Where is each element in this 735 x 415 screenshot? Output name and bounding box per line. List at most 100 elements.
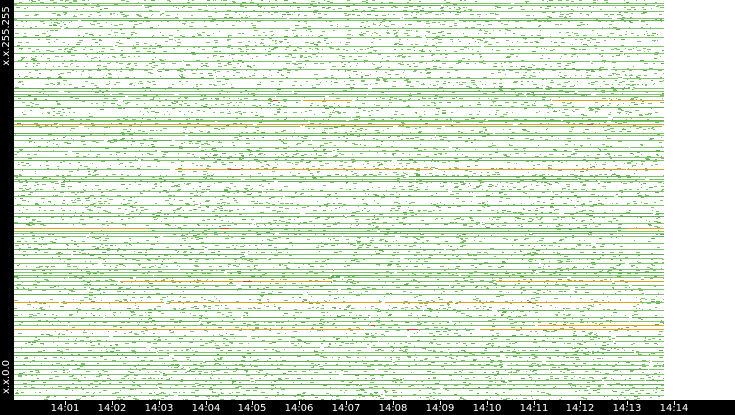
heatmap-cell [462,241,466,242]
heatmap-cell [255,156,256,157]
heatmap-cell [288,234,289,235]
heatmap-cell [337,222,340,223]
heatmap-cell [313,148,314,149]
heatmap-cell [605,198,607,199]
heatmap-cell [582,168,584,169]
heatmap-cell [471,118,475,119]
heatmap-cell [654,221,658,222]
heatmap-cell [459,84,463,85]
heatmap-cell [14,176,151,177]
heatmap-cell [282,211,283,212]
heatmap-cell [559,225,563,226]
heatmap-cell [587,266,588,267]
heatmap-cell [125,119,128,120]
heatmap-cell [535,101,536,102]
heatmap-cell [189,143,191,144]
heatmap-row [23,234,664,235]
heatmap-cell [70,64,71,65]
heatmap-cell [89,116,93,117]
heatmap-cell [541,182,543,183]
heatmap-cell [654,54,658,55]
heatmap-cell [153,217,156,218]
heatmap-cell [357,242,360,243]
heatmap-cell [149,10,152,11]
heatmap-cell [364,167,366,168]
heatmap-cell [194,195,198,196]
heatmap-cell [531,255,534,256]
heatmap-cell [413,162,417,163]
heatmap-cell [248,41,250,42]
heatmap-cell [625,111,629,112]
heatmap-cell [530,139,534,140]
heatmap-cell [630,99,634,100]
heatmap-cell [14,61,182,62]
heatmap-cell [488,186,492,187]
heatmap-cell [596,19,598,20]
heatmap-cell [567,175,568,176]
heatmap-cell [473,173,476,174]
heatmap-cell [104,134,105,135]
heatmap-cell [399,194,400,195]
heatmap-row [18,164,658,165]
heatmap-cell [329,114,332,115]
heatmap-cell [32,224,35,225]
heatmap-cell [356,221,358,222]
heatmap-cell [397,136,400,137]
heatmap-cell [63,80,67,81]
heatmap-cell [351,89,352,90]
heatmap-cell [167,0,170,1]
heatmap-cell [437,128,441,129]
heatmap-cell [395,150,399,151]
heatmap-cell [249,245,250,246]
heatmap-cell [332,112,335,113]
heatmap-cell [213,84,215,85]
heatmap-cell [351,260,355,261]
heatmap-cell [14,213,124,214]
heatmap-cell [593,2,596,3]
heatmap-cell [536,217,538,218]
heatmap-cell [286,156,289,157]
heatmap-cell [611,49,614,50]
heatmap-cell [123,108,125,109]
heatmap-cell [189,232,190,233]
heatmap-cell [630,153,633,154]
heatmap-cell [615,122,617,123]
heatmap-cell [618,108,621,109]
heatmap-cell [30,110,32,111]
heatmap-cell [492,219,493,220]
heatmap-cell [345,70,346,71]
heatmap-cell [87,56,88,57]
heatmap-cell [155,118,156,119]
heatmap-cell [199,130,200,131]
heatmap-cell [379,240,382,241]
heatmap-cell [53,143,54,144]
heatmap-cell [611,121,664,122]
heatmap-cell [540,30,541,31]
heatmap-cell [396,168,400,169]
heatmap-cell [325,163,329,164]
heatmap-cell [291,55,292,56]
heatmap-cell [402,27,404,28]
heatmap-row [53,139,652,140]
heatmap-cell [214,209,217,210]
heatmap-cell [107,141,111,142]
heatmap-row [68,44,587,45]
heatmap-cell [613,89,616,90]
heatmap-cell [426,68,430,69]
heatmap-cell [69,180,70,181]
heatmap-cell [210,178,213,179]
heatmap-cell [278,237,281,238]
heatmap-cell [593,7,594,8]
heatmap-cell [601,50,604,51]
heatmap-cell [187,237,188,238]
heatmap-cell [561,192,562,193]
heatmap-cell [40,21,44,22]
heatmap-cell [343,236,395,237]
heatmap-cell [200,99,204,100]
heatmap-cell [250,2,254,3]
heatmap-cell [297,204,299,205]
heatmap-cell [599,238,602,239]
heatmap-cell [134,77,135,78]
heatmap-cell [249,155,250,156]
heatmap-cell [222,202,226,203]
